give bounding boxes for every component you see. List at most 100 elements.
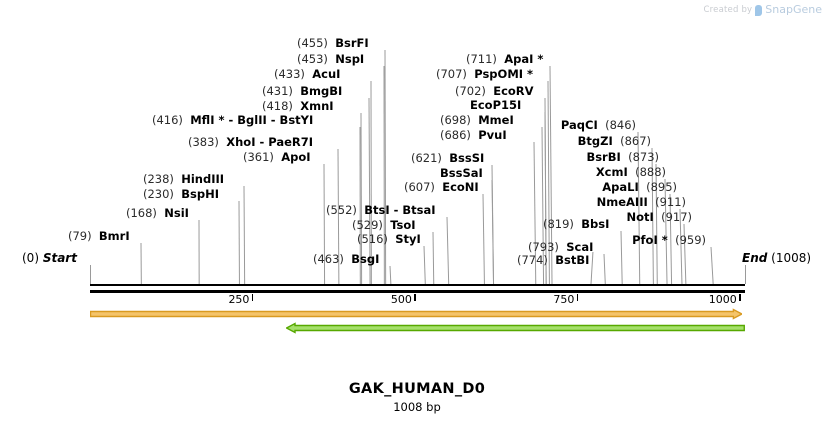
enzyme-label[interactable]: (463) BsgI bbox=[313, 253, 379, 265]
enzyme-label[interactable]: (230) BspHI bbox=[143, 188, 219, 200]
ruler-tick bbox=[576, 294, 579, 301]
enzyme-position: (79) bbox=[68, 229, 99, 243]
enzyme-label[interactable]: XcmI (888) bbox=[596, 166, 666, 178]
enzyme-label[interactable]: EcoP15I bbox=[470, 99, 521, 111]
enzyme-label[interactable]: NotI (917) bbox=[626, 211, 692, 223]
ruler-tick bbox=[414, 294, 416, 301]
enzyme-label[interactable]: (238) HindIII bbox=[143, 173, 224, 185]
terminal-tick bbox=[89, 265, 91, 284]
enzyme-leader-line bbox=[432, 231, 435, 285]
enzyme-label[interactable]: (702) EcoRV bbox=[455, 85, 534, 97]
enzyme-name: PvuI bbox=[478, 128, 507, 142]
enzyme-name: BsrBI bbox=[586, 150, 621, 164]
enzyme-leader-line bbox=[198, 219, 200, 285]
enzyme-label[interactable]: (819) BbsI bbox=[543, 218, 609, 230]
enzyme-label[interactable]: (711) ApaI * bbox=[466, 53, 543, 65]
enzyme-position: (529) bbox=[352, 218, 391, 232]
enzyme-position: (867) bbox=[612, 134, 651, 148]
enzyme-label[interactable]: (607) EcoNI bbox=[404, 181, 479, 193]
enzyme-position: (917) bbox=[653, 210, 692, 224]
backbone-line bbox=[90, 284, 745, 286]
start-label: (0) Start bbox=[22, 252, 77, 264]
feature-arrow[interactable] bbox=[90, 308, 743, 320]
start-name: Start bbox=[42, 251, 77, 265]
map-title-block: GAK_HUMAN_D0 1008 bp bbox=[0, 381, 834, 414]
enzyme-name: MflI * - BglII - BstYI bbox=[190, 113, 314, 127]
enzyme-label[interactable]: BtgZI (867) bbox=[578, 135, 651, 147]
feature-arrow[interactable] bbox=[286, 322, 745, 334]
snapgene-watermark: Created by SnapGene bbox=[703, 3, 822, 16]
enzyme-label[interactable]: (707) PspOMI * bbox=[436, 68, 533, 80]
enzyme-position: (416) bbox=[152, 113, 191, 127]
enzyme-position: (846) bbox=[597, 118, 636, 132]
enzyme-leader-line bbox=[710, 246, 714, 285]
enzyme-label[interactable]: (516) StyI bbox=[357, 233, 421, 245]
enzyme-label[interactable]: (383) XhoI - PaeR7I bbox=[188, 136, 313, 148]
enzyme-label[interactable]: (418) XmnI bbox=[262, 100, 334, 112]
snapgene-logo-icon bbox=[755, 5, 763, 16]
enzyme-label[interactable]: (621) BssSI bbox=[411, 152, 484, 164]
enzyme-name: StyI bbox=[395, 232, 421, 246]
enzyme-label[interactable]: (793) ScaI bbox=[528, 241, 593, 253]
enzyme-label[interactable]: ApaLI (895) bbox=[602, 181, 677, 193]
enzyme-position: (959) bbox=[667, 233, 706, 247]
enzyme-label[interactable]: (686) PvuI bbox=[440, 129, 507, 141]
enzyme-leader-line bbox=[603, 253, 606, 285]
backbone-bar bbox=[90, 290, 745, 293]
enzyme-position: (621) bbox=[411, 151, 450, 165]
enzyme-position: (888) bbox=[627, 165, 666, 179]
enzyme-name: EcoP15I bbox=[470, 98, 522, 112]
enzyme-position: (702) bbox=[455, 84, 494, 98]
enzyme-name: BssSaI bbox=[440, 166, 483, 180]
enzyme-label[interactable]: (168) NsiI bbox=[126, 207, 189, 219]
enzyme-name: NotI bbox=[626, 210, 654, 224]
enzyme-label[interactable]: PfoI * (959) bbox=[632, 234, 706, 246]
enzyme-label[interactable]: (453) NspI bbox=[297, 53, 364, 65]
enzyme-name: BsrFI bbox=[335, 36, 369, 50]
ruler-tick-label: 500 bbox=[390, 293, 412, 306]
enzyme-name: BtsI - BtsaI bbox=[364, 203, 436, 217]
enzyme-name: BtgZI bbox=[577, 134, 613, 148]
enzyme-leader-line bbox=[238, 200, 240, 285]
enzyme-label[interactable]: (455) BsrFI bbox=[297, 37, 369, 49]
ruler-tick-label: 1000 bbox=[708, 293, 737, 306]
enzyme-position: (911) bbox=[647, 195, 686, 209]
enzyme-position: (686) bbox=[440, 128, 479, 142]
enzyme-leader-line bbox=[140, 242, 142, 285]
enzyme-leader-line bbox=[491, 179, 495, 285]
enzyme-position: (774) bbox=[517, 253, 556, 267]
enzyme-name: NspI bbox=[335, 52, 365, 66]
enzyme-name: EcoRV bbox=[493, 84, 534, 98]
enzyme-label[interactable]: (416) MflI * - BglII - BstYI bbox=[152, 114, 313, 126]
enzyme-position: (455) bbox=[297, 36, 336, 50]
enzyme-label[interactable]: PaqCI (846) bbox=[561, 119, 636, 131]
enzyme-position: (238) bbox=[143, 172, 182, 186]
enzyme-position: (463) bbox=[313, 252, 352, 266]
enzyme-label[interactable]: (361) ApoI bbox=[243, 151, 311, 163]
enzyme-name: BsgI bbox=[351, 252, 380, 266]
ruler-tick-label: 750 bbox=[553, 293, 575, 306]
watermark-brand-label: SnapGene bbox=[765, 3, 822, 16]
enzyme-label[interactable]: BssSaI bbox=[440, 167, 483, 179]
enzyme-name: BspHI bbox=[181, 187, 219, 201]
enzyme-name: BstBI bbox=[555, 253, 590, 267]
enzyme-label[interactable]: (774) BstBI bbox=[517, 254, 589, 266]
enzyme-label[interactable]: (529) TsoI bbox=[352, 219, 416, 231]
enzyme-label[interactable]: (433) AcuI bbox=[274, 68, 340, 80]
enzyme-label[interactable]: NmeAIII (911) bbox=[597, 196, 686, 208]
enzyme-position: (516) bbox=[357, 232, 396, 246]
enzyme-label[interactable]: (698) MmeI bbox=[440, 114, 514, 126]
enzyme-label[interactable]: BsrBI (873) bbox=[586, 151, 659, 163]
enzyme-label[interactable]: (552) BtsI - BtsaI bbox=[326, 204, 436, 216]
enzyme-name: MmeI bbox=[478, 113, 514, 127]
end-name: End bbox=[742, 251, 768, 265]
watermark-created-by-label: Created by bbox=[703, 4, 753, 15]
enzyme-name: XmnI bbox=[300, 99, 334, 113]
enzyme-name: ApaLI bbox=[602, 180, 639, 194]
enzyme-position: (895) bbox=[638, 180, 677, 194]
enzyme-label[interactable]: (431) BmgBI bbox=[262, 85, 342, 97]
enzyme-position: (418) bbox=[262, 99, 301, 113]
enzyme-leader-line bbox=[491, 164, 495, 285]
enzyme-label[interactable]: (79) BmrI bbox=[68, 230, 130, 242]
enzyme-position: (707) bbox=[436, 67, 475, 81]
